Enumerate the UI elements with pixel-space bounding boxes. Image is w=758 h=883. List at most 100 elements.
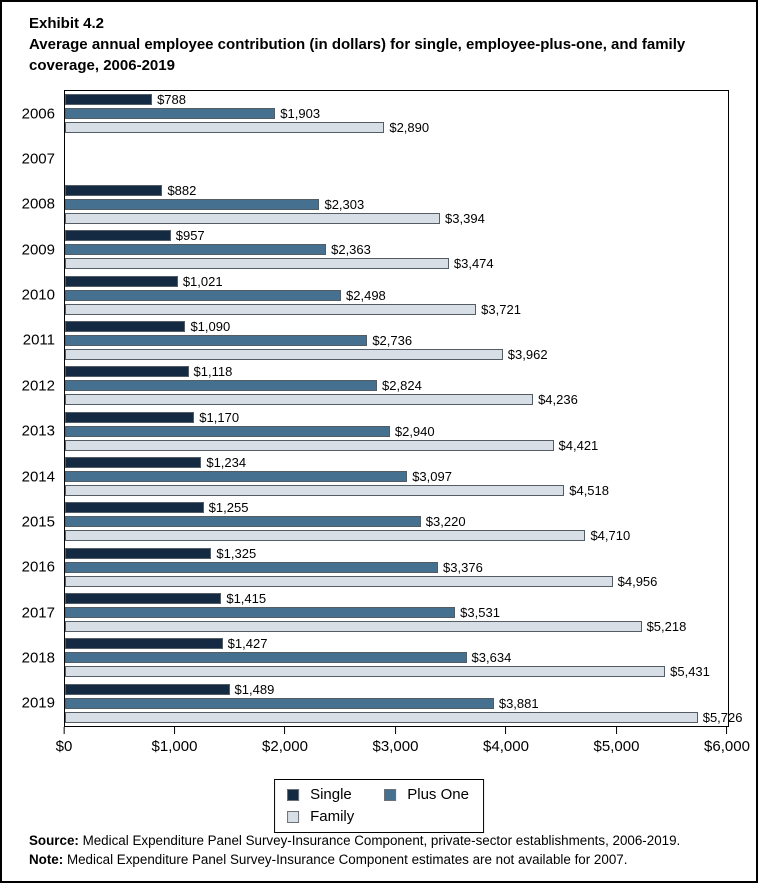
bar-family-2013 <box>65 439 554 451</box>
note-text: Medical Expenditure Panel Survey-Insuran… <box>63 851 628 867</box>
y-axis-label-2016: 2016 <box>21 558 55 576</box>
y-axis-label-2011: 2011 <box>22 331 55 349</box>
bar-value-label: $1,118 <box>193 364 233 380</box>
bar-row-family-2011: $3,962 <box>65 348 728 361</box>
bar-row-family-2007 <box>65 168 728 179</box>
x-axis-tick-label: $0 <box>55 738 73 755</box>
source-label: Source: <box>29 833 79 848</box>
bar-single-2014 <box>65 457 202 469</box>
bar-row-single-2009: $957 <box>65 229 728 242</box>
bar-row-plus-one-2009: $2,363 <box>65 243 728 256</box>
bar-value-label: $3,394 <box>445 210 485 226</box>
bar-row-single-2017: $1,415 <box>65 592 728 605</box>
bar-plus-one-2008 <box>65 198 320 210</box>
x-axis-tick-label: $2,000 <box>262 738 308 755</box>
bar-row-plus-one-2012: $2,824 <box>65 378 728 394</box>
y-axis-label-2013: 2013 <box>21 422 55 440</box>
year-group-2017: 2017 $1,415 $3,531 $5,218 <box>22 590 728 635</box>
bar-row-plus-one-2019: $3,881 <box>65 695 728 711</box>
bar-plus-one-2010 <box>65 289 342 301</box>
bar-row-single-2018: $1,427 <box>65 637 728 650</box>
bar-value-label: $3,881 <box>498 695 539 711</box>
bar-row-plus-one-2016: $3,376 <box>65 561 728 574</box>
bar-value-label: $4,236 <box>538 392 578 408</box>
year-group-2016: 2016 $1,325 $3,376 $4,956 <box>22 545 728 590</box>
bar-plus-one-2013 <box>65 425 390 437</box>
bar-single-2015 <box>65 502 204 514</box>
bar-row-family-2012: $4,236 <box>65 392 728 408</box>
tick-mark <box>726 727 728 734</box>
bar-row-family-2010: $3,721 <box>65 301 728 317</box>
year-group-2019: 2019 $1,489 $3,881 $5,726 <box>22 681 743 726</box>
bar-single-2011 <box>65 320 186 332</box>
bar-value-label: $1,325 <box>216 545 257 561</box>
bar-single-2017 <box>65 593 222 605</box>
x-axis-tick-label: $1,000 <box>151 738 198 755</box>
bar-value-label: $5,218 <box>646 619 687 635</box>
tick-mark <box>173 727 175 734</box>
bar-single-2010 <box>65 275 178 287</box>
legend-swatch-single <box>287 788 300 801</box>
year-group-2013: 2013 $1,170 $2,940 $4,421 <box>22 409 728 454</box>
legend-swatch-plus-one <box>384 788 397 801</box>
bar-row-family-2008: $3,394 <box>65 210 728 226</box>
x-axis-tick-label: $6,000 <box>704 738 750 755</box>
x-axis-tick: $6,000 <box>704 727 750 755</box>
bar-row-single-2006: $788 <box>65 93 728 106</box>
year-group-2012: 2012 $1,118 $2,824 $4,236 <box>22 363 728 408</box>
bar-value-label: $2,940 <box>394 423 435 439</box>
bar-row-plus-one-2018: $3,634 <box>65 650 728 666</box>
availability-note: Note: Medical Expenditure Panel Survey-I… <box>29 851 745 870</box>
y-axis-label-2010: 2010 <box>21 286 55 304</box>
bar-value-label: $3,634 <box>471 650 512 666</box>
bar-value-label: $5,431 <box>670 664 710 680</box>
x-axis-tick: $0 <box>55 727 73 755</box>
bar-value-label: $4,956 <box>617 573 658 589</box>
bar-row-single-2013: $1,170 <box>65 411 728 424</box>
bar-value-label: $1,903 <box>280 106 321 122</box>
bar-value-label: $1,255 <box>208 500 249 516</box>
note-label: Note: <box>29 851 64 867</box>
bar-row-family-2016: $4,956 <box>65 573 728 589</box>
bar-value-label: $1,021 <box>182 273 223 289</box>
bar-value-label: $3,097 <box>412 469 452 485</box>
bar-single-2009 <box>65 230 171 242</box>
bar-plus-one-2014 <box>65 471 408 483</box>
bar-plus-one-2012 <box>65 380 378 392</box>
y-axis-label-2015: 2015 <box>21 513 55 531</box>
bar-value-label: $4,421 <box>558 437 599 453</box>
bar-plus-one-2009 <box>65 244 327 256</box>
bar-row-plus-one-2014: $3,097 <box>65 469 728 485</box>
bar-value-label: $3,474 <box>453 256 494 272</box>
bar-family-2006 <box>65 122 385 134</box>
bar-family-2012 <box>65 394 534 406</box>
legend-item-plus-one: Plus One <box>384 787 469 802</box>
bar-value-label: $882 <box>167 182 197 198</box>
bar-value-label: $2,824 <box>382 378 422 394</box>
bar-single-2019 <box>65 683 230 695</box>
bar-family-2014 <box>65 485 565 497</box>
bar-family-2017 <box>65 621 642 633</box>
bar-plus-one-2011 <box>65 334 368 346</box>
legend-swatch-family <box>287 810 300 823</box>
bar-value-label: $2,736 <box>372 332 413 348</box>
tick-mark <box>615 727 617 734</box>
bar-single-2006 <box>65 94 153 106</box>
legend-label-plus-one: Plus One <box>407 786 469 803</box>
bar-plus-one-2006 <box>65 108 276 120</box>
legend-item-single: Single <box>287 787 354 802</box>
bar-family-2019 <box>65 711 698 723</box>
bar-row-single-2011: $1,090 <box>65 320 728 333</box>
x-axis-tick-label: $4,000 <box>483 738 529 755</box>
bar-value-label: $3,721 <box>481 301 521 317</box>
bar-value-label: $2,303 <box>324 196 365 212</box>
bar-row-plus-one-2006: $1,903 <box>65 106 728 122</box>
bar-row-plus-one-2015: $3,220 <box>65 515 728 528</box>
year-group-2011: 2011 $1,090 $2,736 $3,962 <box>23 318 728 363</box>
bar-family-2011 <box>65 348 503 360</box>
x-axis-tick: $5,000 <box>594 727 639 755</box>
tick-mark <box>505 727 507 734</box>
bar-value-label: $1,489 <box>234 681 275 697</box>
tick-mark <box>284 727 286 734</box>
bar-row-family-2017: $5,218 <box>65 619 728 635</box>
